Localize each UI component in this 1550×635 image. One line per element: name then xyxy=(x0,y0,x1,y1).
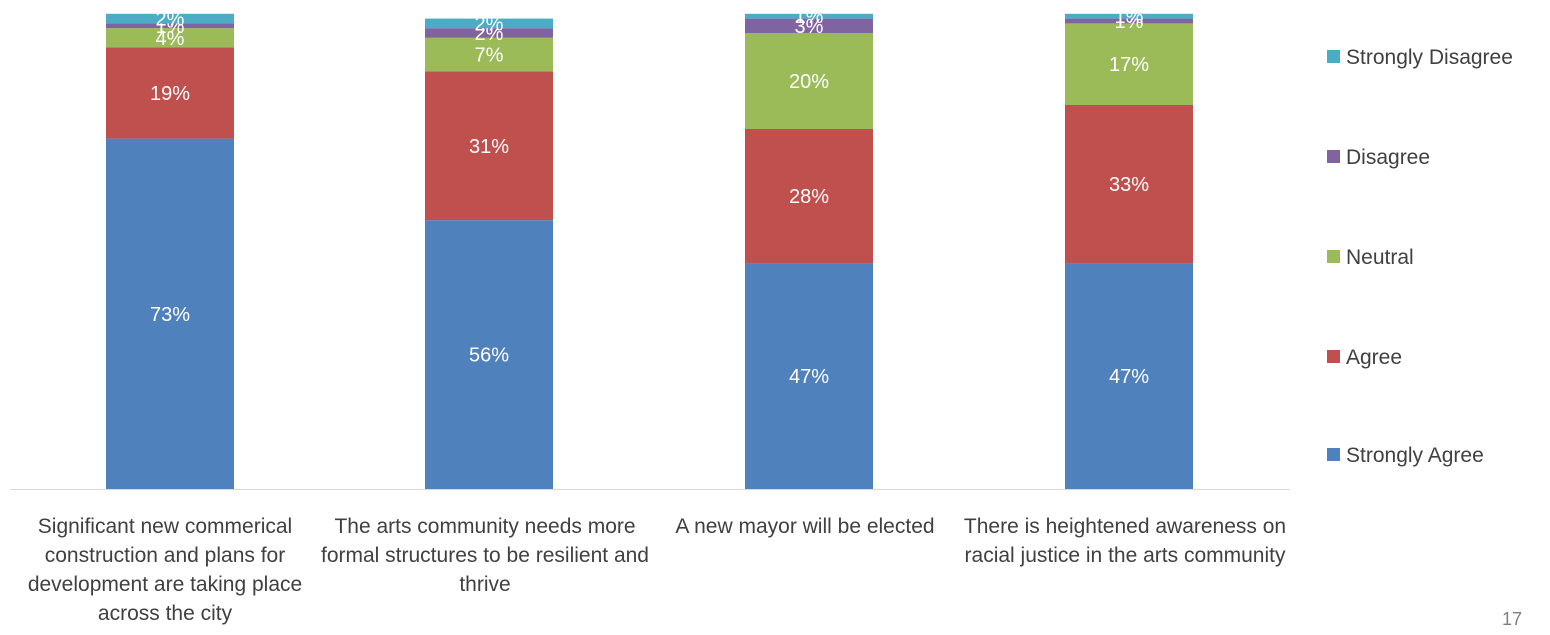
category-label-racial-justice: There is heightened awareness on racial … xyxy=(963,515,1287,567)
legend-label: Neutral xyxy=(1346,246,1414,269)
bar-segment-strongly-agree xyxy=(425,220,553,489)
legend-label: Strongly Agree xyxy=(1346,444,1484,467)
bar-segment-neutral xyxy=(1065,23,1193,105)
data-label-disagree: 3% xyxy=(795,16,824,38)
bar-segment-neutral xyxy=(106,28,234,48)
bar-segment-agree xyxy=(106,47,234,139)
bar-segment-disagree xyxy=(745,18,873,33)
bar-segment-agree xyxy=(1065,105,1193,264)
data-label-strongly-agree: 47% xyxy=(1109,366,1149,388)
bar-segment-agree xyxy=(745,129,873,264)
data-label-agree: 33% xyxy=(1109,174,1149,196)
bar-segment-strongly-disagree xyxy=(1065,13,1193,19)
data-label-strongly-disagree: 2% xyxy=(156,9,185,31)
legend-swatch-disagree xyxy=(1327,149,1340,163)
data-label-neutral: 17% xyxy=(1109,54,1149,76)
category-label-new-mayor: A new mayor will be elected xyxy=(675,515,935,538)
bar-segment-disagree xyxy=(425,28,553,38)
data-label-agree: 28% xyxy=(789,186,829,208)
data-label-strongly-disagree: 1% xyxy=(1115,6,1144,28)
bar-segment-agree xyxy=(425,71,553,221)
legend-item-agree: Agree xyxy=(1327,346,1402,370)
page-number: 17 xyxy=(1502,609,1523,629)
legend-swatch-neutral xyxy=(1327,249,1340,263)
legend-swatch-agree xyxy=(1327,349,1340,363)
data-label-agree: 19% xyxy=(150,83,190,105)
data-label-strongly-agree: 47% xyxy=(789,366,829,388)
bar-segment-strongly-disagree xyxy=(106,13,234,24)
data-label-strongly-disagree: 1% xyxy=(795,6,824,28)
category-label-construction: Significant new commerical construction … xyxy=(27,515,303,625)
legend-item-disagree: Disagree xyxy=(1327,146,1430,170)
data-label-neutral: 20% xyxy=(789,71,829,93)
bar-segment-strongly-disagree xyxy=(425,18,553,29)
legend-swatch-strongly-disagree xyxy=(1327,49,1340,63)
bar-segment-disagree xyxy=(1065,18,1193,24)
bar-segment-strongly-agree xyxy=(106,138,234,489)
legend-item-strongly-disagree: Strongly Disagree xyxy=(1327,46,1513,70)
data-label-strongly-agree: 73% xyxy=(150,304,190,326)
data-label-agree: 31% xyxy=(469,136,509,158)
legend-label: Disagree xyxy=(1346,146,1431,169)
data-label-disagree: 2% xyxy=(475,23,504,45)
bar-segment-neutral xyxy=(745,33,873,129)
legend-swatch-strongly-agree xyxy=(1327,447,1340,461)
legend-label: Agree xyxy=(1346,346,1403,369)
category-label-arts-structures: The arts community needs more formal str… xyxy=(321,515,649,596)
data-label-neutral: 7% xyxy=(475,45,504,67)
bar-segment-strongly-disagree xyxy=(745,13,873,19)
legend-item-neutral: Neutral xyxy=(1327,246,1414,270)
legend-label: Strongly Disagree xyxy=(1346,46,1513,69)
data-label-strongly-agree: 56% xyxy=(469,345,509,367)
data-label-strongly-disagree: 2% xyxy=(475,13,504,35)
bar-segment-disagree xyxy=(106,23,234,29)
bar-segment-neutral xyxy=(425,37,553,72)
bar-segment-strongly-agree xyxy=(1065,263,1193,489)
data-label-neutral: 4% xyxy=(156,28,185,50)
bar-segment-strongly-agree xyxy=(745,263,873,489)
stacked-bar-chart: 73%19%4%1%2%56%31%7%2%2%47%28%20%3%1%47%… xyxy=(10,6,1290,490)
legend-item-strongly-agree: Strongly Agree xyxy=(1327,444,1484,468)
